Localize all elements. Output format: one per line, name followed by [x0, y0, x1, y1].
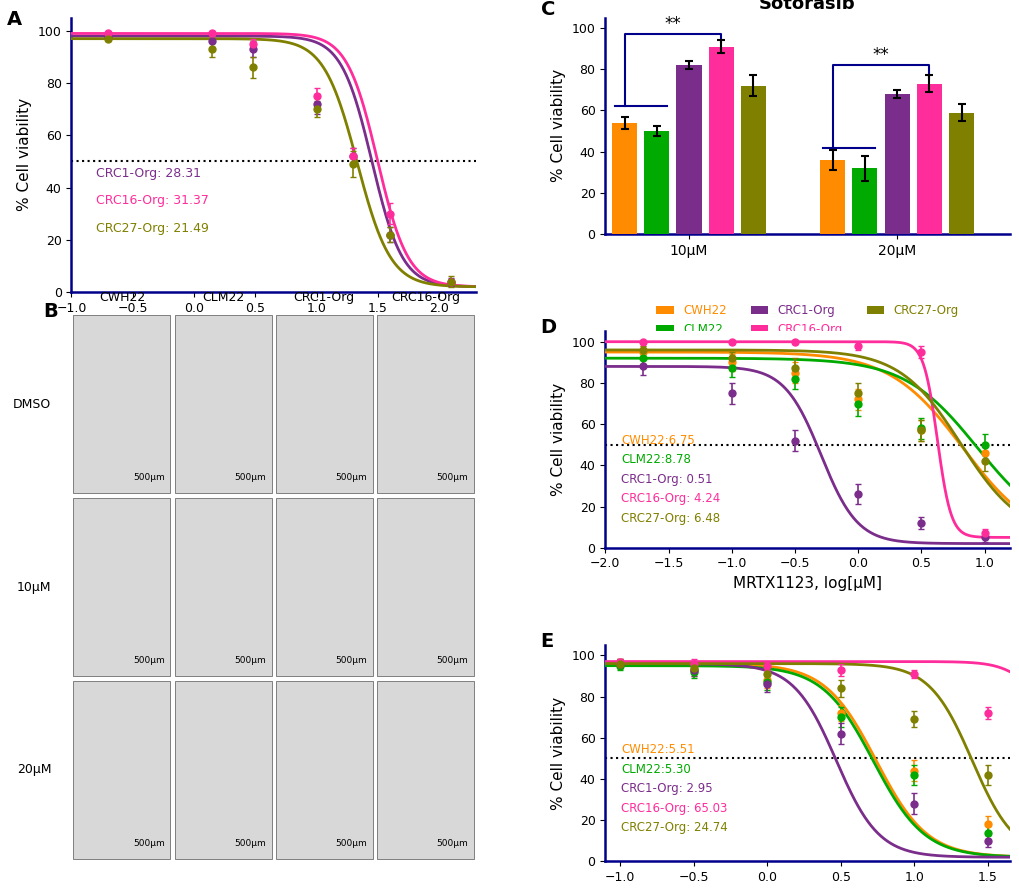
Text: CLM22:8.78: CLM22:8.78: [621, 454, 691, 466]
Bar: [376, 681, 474, 859]
Text: 500μm: 500μm: [133, 473, 165, 482]
Bar: [174, 681, 271, 859]
Bar: [275, 315, 372, 493]
Text: 500μm: 500μm: [133, 839, 165, 848]
Text: 500μm: 500μm: [335, 656, 367, 665]
Bar: [174, 315, 271, 493]
Bar: [73, 681, 170, 859]
Text: CWH22: CWH22: [99, 291, 145, 305]
Bar: [916, 83, 941, 234]
Text: CRC27-Org: 21.49: CRC27-Org: 21.49: [96, 222, 208, 234]
Title: Sotorasib: Sotorasib: [758, 0, 855, 13]
Text: B: B: [43, 302, 58, 321]
Bar: [275, 681, 372, 859]
Text: CLM22: CLM22: [202, 291, 244, 305]
Text: CRC1-Org: 2.95: CRC1-Org: 2.95: [621, 782, 712, 795]
Bar: [948, 113, 973, 234]
Text: CRC27-Org: 6.48: CRC27-Org: 6.48: [621, 511, 719, 525]
X-axis label: Sotorasib, log[μM]: Sotorasib, log[μM]: [204, 321, 343, 336]
Bar: [73, 315, 170, 493]
Y-axis label: % Cell viability: % Cell viability: [550, 69, 566, 182]
Y-axis label: % Cell viability: % Cell viability: [550, 697, 566, 810]
Text: D: D: [540, 319, 556, 337]
X-axis label: MRTX1123, log[μM]: MRTX1123, log[μM]: [733, 576, 881, 591]
Text: 500μm: 500μm: [234, 839, 266, 848]
Bar: [819, 160, 845, 234]
Text: E: E: [540, 632, 553, 651]
Bar: [611, 123, 637, 234]
Text: 500μm: 500μm: [234, 473, 266, 482]
Text: CRC16-Org: CRC16-Org: [390, 291, 460, 305]
Text: CRC27-Org: 24.74: CRC27-Org: 24.74: [621, 821, 728, 834]
Bar: [644, 131, 668, 234]
Text: A: A: [7, 10, 21, 28]
Text: 500μm: 500μm: [335, 839, 367, 848]
Text: CRC16-Org: 31.37: CRC16-Org: 31.37: [96, 194, 208, 207]
Text: CLM22:5.30: CLM22:5.30: [621, 763, 691, 776]
Text: CWH22:5.51: CWH22:5.51: [621, 743, 694, 757]
Bar: [376, 498, 474, 676]
Bar: [376, 315, 474, 493]
Text: CRC1-Org: 0.51: CRC1-Org: 0.51: [621, 472, 712, 486]
Text: 500μm: 500μm: [436, 656, 468, 665]
Text: 10μM: 10μM: [16, 581, 51, 593]
Text: 20μM: 20μM: [16, 764, 51, 776]
Text: **: **: [664, 15, 681, 33]
Text: C: C: [540, 1, 554, 20]
Text: 500μm: 500μm: [234, 656, 266, 665]
Text: CRC1-Org: 28.31: CRC1-Org: 28.31: [96, 167, 201, 180]
Text: 500μm: 500μm: [436, 839, 468, 848]
Text: 500μm: 500μm: [335, 473, 367, 482]
Text: **: **: [872, 46, 889, 64]
Bar: [883, 94, 909, 234]
Text: 500μm: 500μm: [133, 656, 165, 665]
Bar: [708, 46, 733, 234]
Legend: CWH22, CLM22, CRC1-Org, CRC16-Org, CRC27-Org: CWH22, CLM22, CRC1-Org, CRC16-Org, CRC27…: [651, 299, 963, 341]
Text: DMSO: DMSO: [13, 398, 51, 410]
Text: CRC16-Org: 4.24: CRC16-Org: 4.24: [621, 492, 720, 505]
Text: CRC1-Org: CRC1-Org: [293, 291, 355, 305]
Bar: [676, 65, 701, 234]
Text: 500μm: 500μm: [436, 473, 468, 482]
Text: CWH22:6.75: CWH22:6.75: [621, 434, 695, 447]
Bar: [852, 168, 876, 234]
Text: CRC16-Org: 65.03: CRC16-Org: 65.03: [621, 802, 728, 814]
Bar: [275, 498, 372, 676]
Bar: [73, 498, 170, 676]
Bar: [174, 498, 271, 676]
Y-axis label: % Cell viability: % Cell viability: [17, 99, 33, 211]
Bar: [740, 86, 765, 234]
Y-axis label: % Cell viability: % Cell viability: [550, 383, 566, 496]
